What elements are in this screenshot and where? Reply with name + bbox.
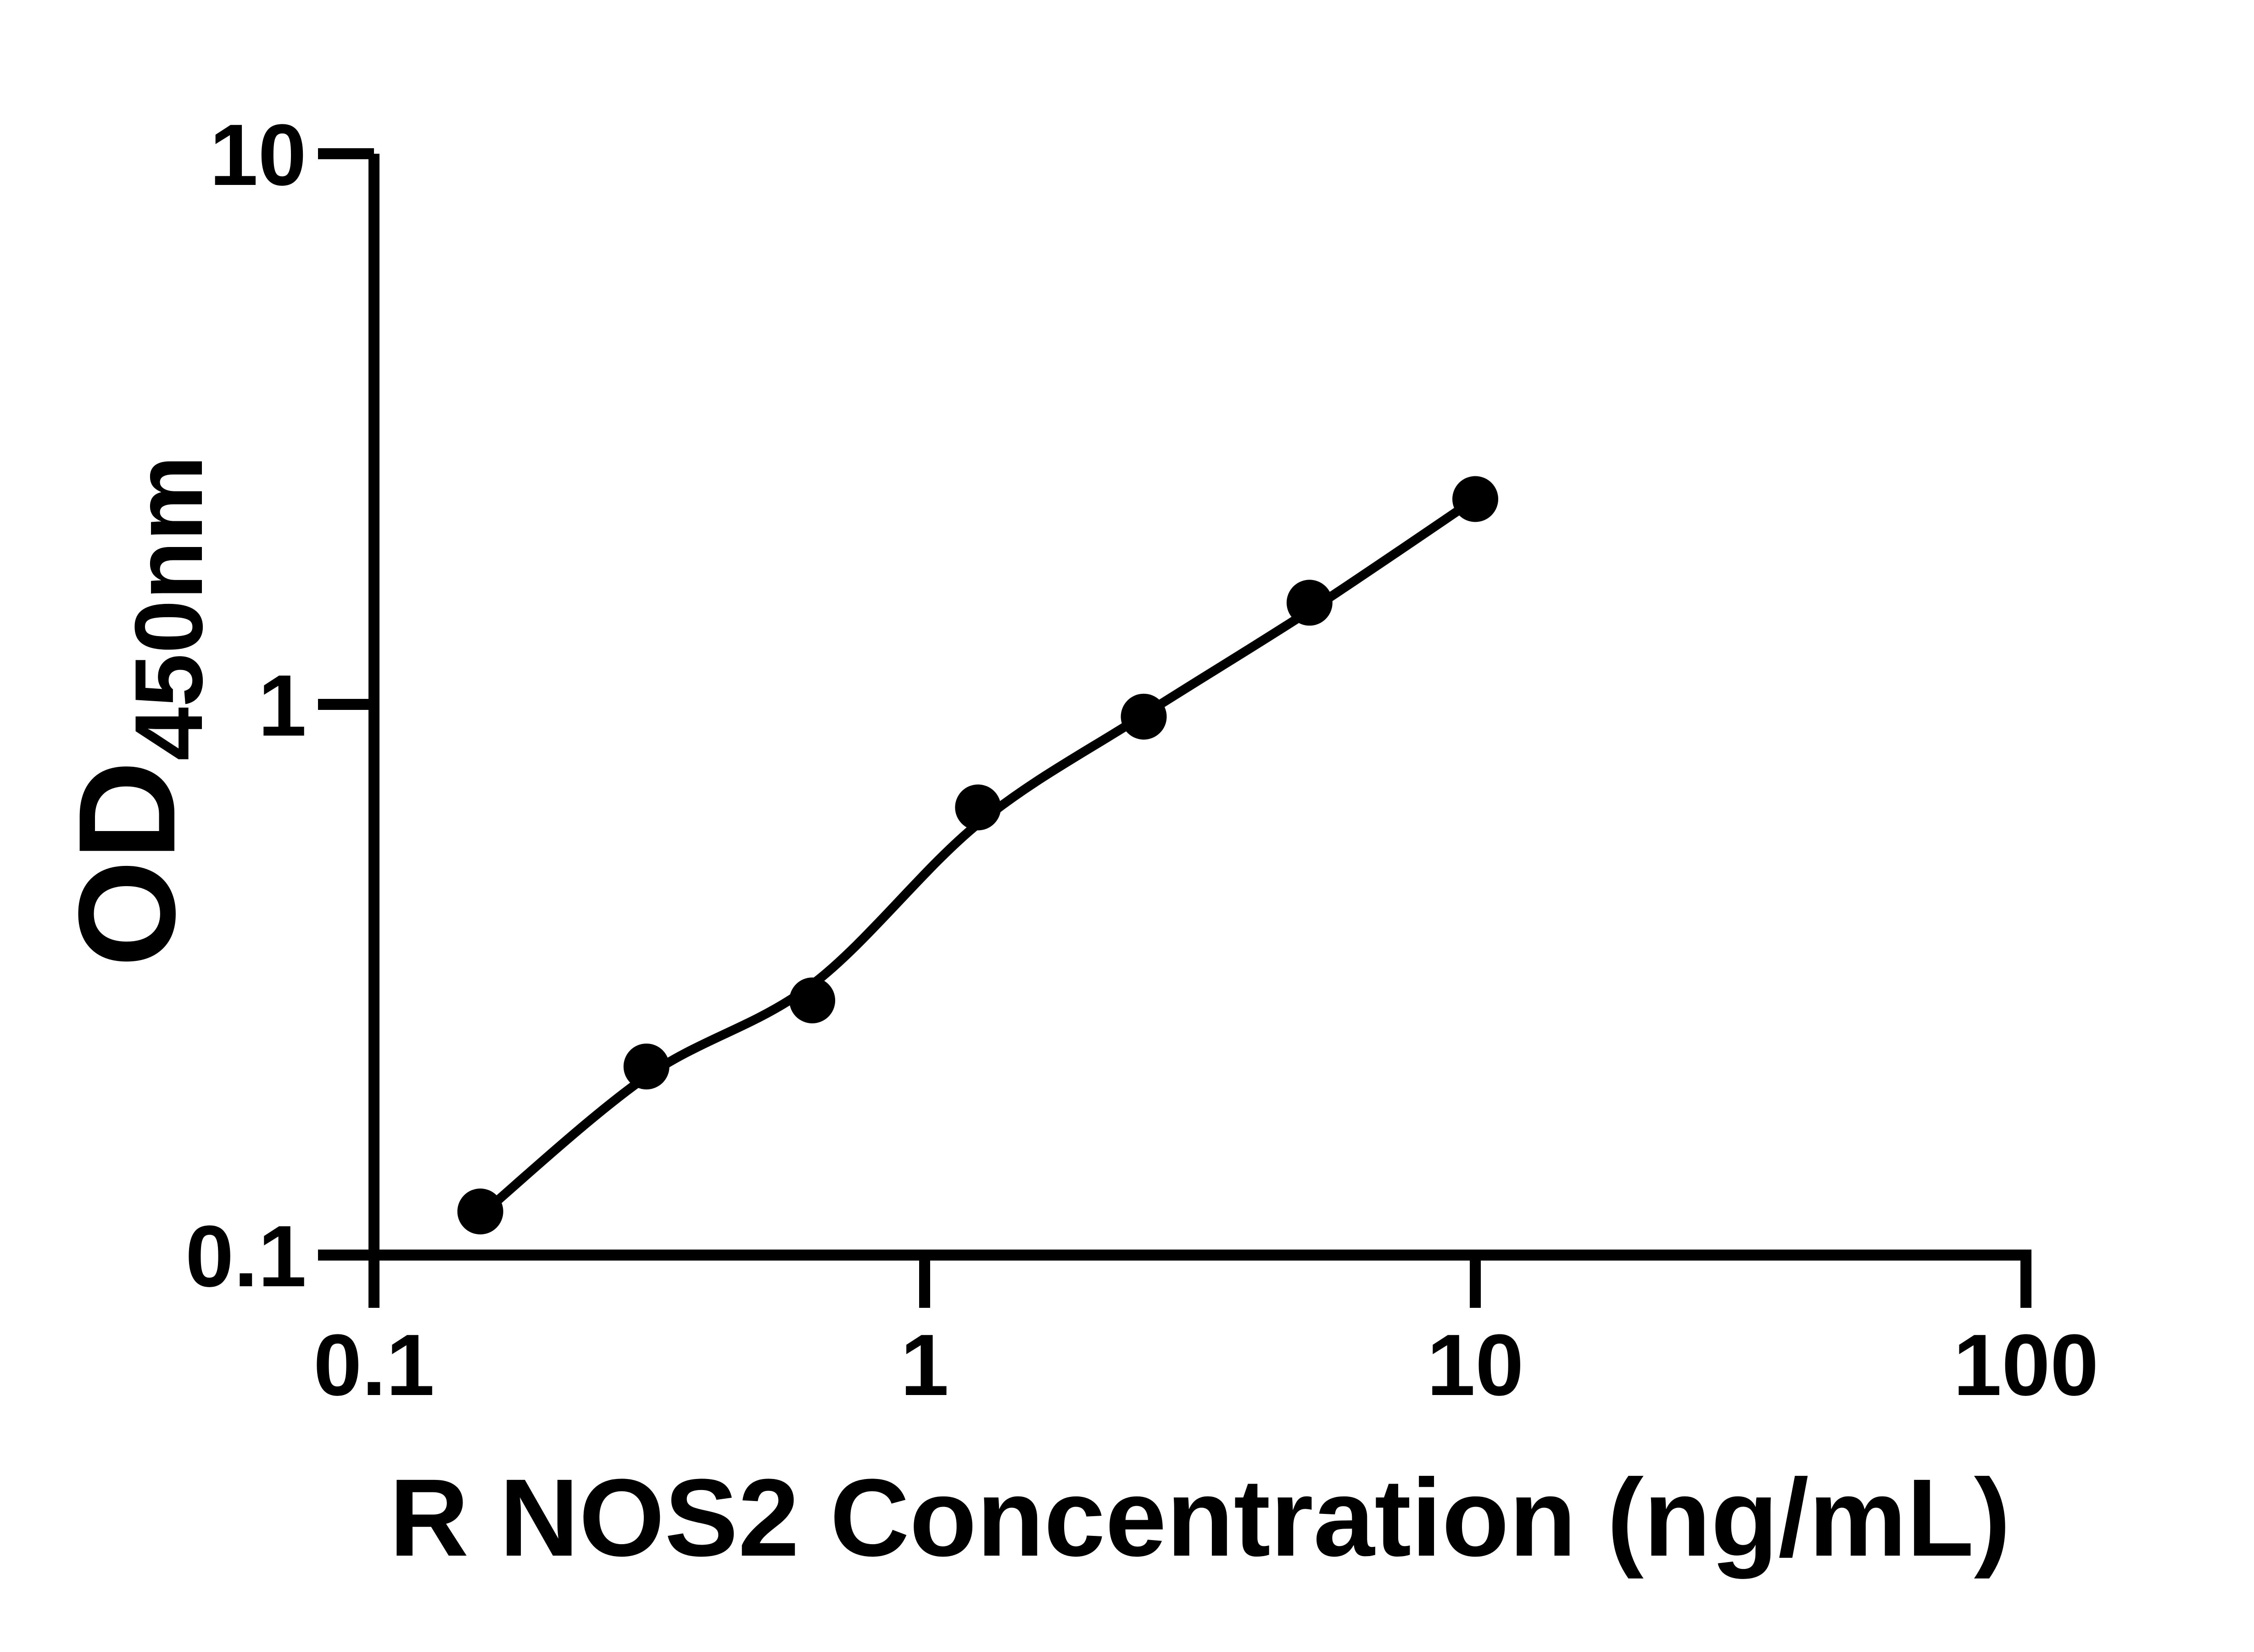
x-tick-label: 100 xyxy=(1953,1317,2098,1414)
y-axis-title-main: OD xyxy=(50,761,204,967)
data-point xyxy=(955,784,1001,831)
data-point xyxy=(1286,580,1333,626)
data-point xyxy=(1452,476,1498,522)
x-axis-tick-labels: 0.1 1 10 100 xyxy=(313,1317,2099,1414)
y-axis-title-subscript: 450nm xyxy=(115,455,223,760)
data-point xyxy=(623,1044,670,1090)
x-axis-ticks xyxy=(368,1255,2031,1308)
data-point xyxy=(457,1189,503,1234)
x-tick-label: 0.1 xyxy=(313,1317,435,1414)
x-tick-label: 1 xyxy=(900,1317,949,1414)
y-axis-tick-labels: 0.1 1 10 xyxy=(185,106,307,1305)
data-point xyxy=(1121,693,1167,740)
y-axis-ticks xyxy=(318,148,374,1261)
y-axis-title: OD450nm xyxy=(50,455,223,967)
y-tick-label: 10 xyxy=(210,106,307,204)
y-tick-label: 0.1 xyxy=(185,1208,307,1305)
y-tick-label: 1 xyxy=(258,657,307,754)
data-point xyxy=(789,977,836,1024)
data-points xyxy=(457,476,1498,1234)
x-tick-label: 10 xyxy=(1427,1317,1523,1414)
x-axis-title: R NOS2 Concentration (ng/mL) xyxy=(389,1456,2010,1579)
